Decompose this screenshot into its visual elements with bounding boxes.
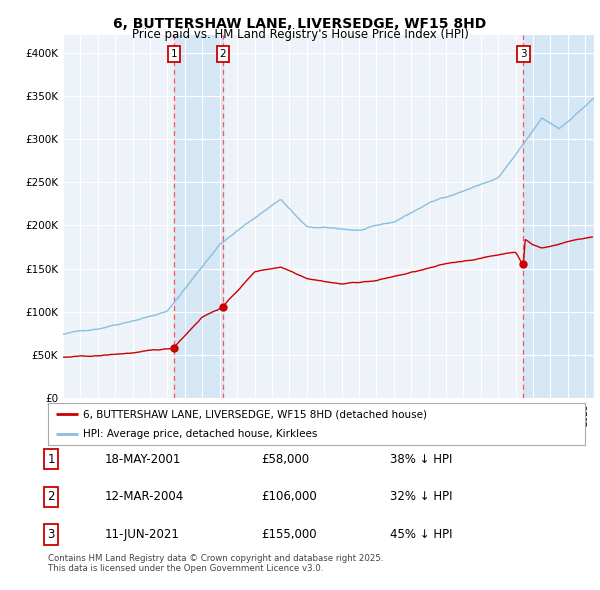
Text: 6, BUTTERSHAW LANE, LIVERSEDGE, WF15 8HD (detached house): 6, BUTTERSHAW LANE, LIVERSEDGE, WF15 8HD…	[83, 409, 427, 419]
Text: £106,000: £106,000	[261, 490, 317, 503]
Text: 18-MAY-2001: 18-MAY-2001	[105, 453, 181, 466]
Text: 1: 1	[170, 50, 177, 60]
Text: 11-JUN-2021: 11-JUN-2021	[105, 528, 180, 541]
Bar	[523, 35, 594, 398]
Text: £58,000: £58,000	[261, 453, 309, 466]
Text: 32% ↓ HPI: 32% ↓ HPI	[390, 490, 452, 503]
Text: 2: 2	[220, 50, 226, 60]
Text: 3: 3	[520, 50, 527, 60]
Text: 3: 3	[47, 528, 55, 541]
Text: 45% ↓ HPI: 45% ↓ HPI	[390, 528, 452, 541]
Text: 12-MAR-2004: 12-MAR-2004	[105, 490, 184, 503]
Text: 2: 2	[47, 490, 55, 503]
Text: Price paid vs. HM Land Registry's House Price Index (HPI): Price paid vs. HM Land Registry's House …	[131, 28, 469, 41]
Text: 38% ↓ HPI: 38% ↓ HPI	[390, 453, 452, 466]
Text: £155,000: £155,000	[261, 528, 317, 541]
Text: 1: 1	[47, 453, 55, 466]
Text: 6, BUTTERSHAW LANE, LIVERSEDGE, WF15 8HD: 6, BUTTERSHAW LANE, LIVERSEDGE, WF15 8HD	[113, 17, 487, 31]
Text: HPI: Average price, detached house, Kirklees: HPI: Average price, detached house, Kirk…	[83, 429, 317, 439]
Text: Contains HM Land Registry data © Crown copyright and database right 2025.
This d: Contains HM Land Registry data © Crown c…	[48, 554, 383, 573]
Bar	[174, 35, 223, 398]
